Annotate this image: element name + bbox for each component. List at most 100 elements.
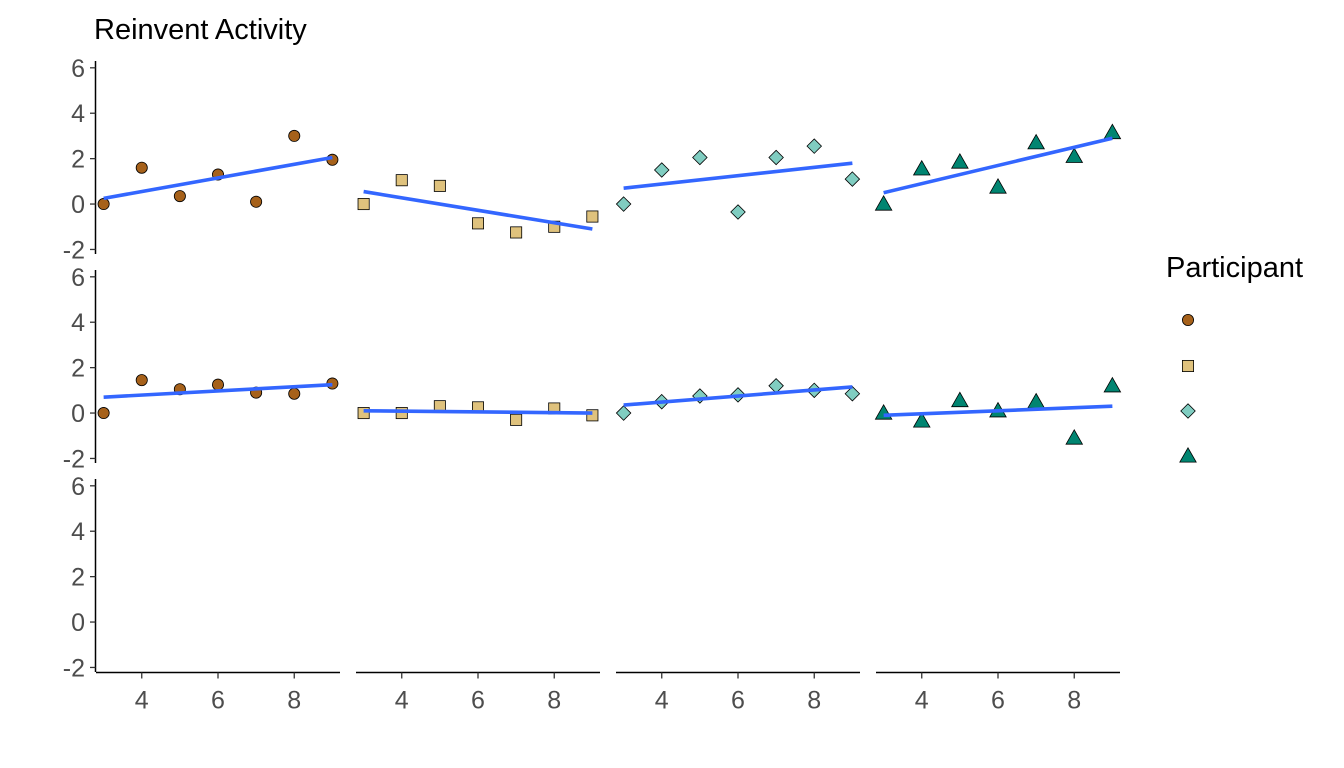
data-point	[1103, 123, 1122, 140]
y-tick-label: 6	[71, 264, 85, 292]
data-point	[173, 190, 186, 203]
fit-line	[883, 136, 1113, 195]
x-axis-col-1: 4 6 8	[96, 671, 340, 715]
data-point	[912, 159, 931, 176]
y-tick-label: -2	[63, 654, 85, 682]
data-point	[844, 385, 861, 402]
y-tick-label: -2	[63, 445, 85, 473]
x-tick-label: 4	[135, 687, 149, 715]
legend-key-1	[1182, 313, 1195, 326]
panel-r1-c3	[615, 138, 861, 220]
data-point	[97, 407, 110, 420]
fit-line	[883, 404, 1113, 418]
y-tick-label: 4	[71, 100, 85, 128]
data-point	[357, 407, 370, 420]
y-tick-label: 4	[71, 518, 85, 546]
x-tick-label: 8	[547, 687, 561, 715]
legend-key-3	[1180, 403, 1196, 419]
fit-line	[103, 155, 333, 201]
legend-diamond-icon	[1180, 403, 1196, 419]
fit-line	[623, 385, 853, 407]
y-tick-label: -2	[63, 236, 85, 264]
panel-r2-c1	[97, 374, 339, 420]
legend-key-4	[1179, 446, 1197, 463]
y-axis-row-3: -2 0 2 4 6	[63, 473, 97, 682]
x-axis-col-2: 4 6 8	[356, 671, 600, 715]
data-point	[730, 204, 746, 220]
y-tick-label: 6	[71, 473, 85, 501]
data-point	[615, 405, 632, 421]
data-point	[1065, 147, 1084, 163]
x-tick-label: 6	[471, 687, 485, 715]
data-point	[250, 195, 263, 208]
data-point	[1027, 133, 1046, 150]
legend: Participant	[1166, 252, 1303, 463]
x-tick-label: 4	[915, 687, 929, 715]
x-tick-label: 6	[731, 687, 745, 715]
data-point	[135, 374, 148, 387]
data-point	[395, 407, 408, 420]
x-tick-label: 6	[991, 687, 1005, 715]
data-point	[950, 391, 969, 408]
y-tick-label: 2	[71, 146, 85, 174]
data-point	[288, 387, 301, 400]
data-point	[288, 129, 301, 142]
panel-r2-c2	[357, 400, 599, 426]
y-axis-row-1: -2 0 2 4 6	[63, 55, 97, 264]
y-tick-label: 0	[71, 400, 85, 428]
data-point	[653, 162, 670, 178]
x-tick-label: 4	[395, 687, 409, 715]
panel-r1-c2	[357, 174, 599, 239]
data-point	[97, 198, 110, 211]
data-point	[510, 226, 523, 239]
panel-r1-c4	[874, 123, 1122, 211]
legend-key-2	[1182, 359, 1195, 372]
data-point	[950, 153, 969, 169]
data-point	[874, 404, 893, 420]
data-point	[586, 409, 599, 422]
data-point	[874, 195, 893, 211]
fit-line	[623, 161, 853, 190]
data-point	[768, 149, 784, 166]
data-point	[135, 161, 148, 174]
data-point	[357, 198, 370, 211]
data-point	[471, 217, 484, 230]
data-point	[586, 210, 599, 223]
y-tick-label: 2	[71, 355, 85, 383]
legend-title: Participant	[1166, 252, 1303, 284]
data-point	[1065, 429, 1084, 445]
y-tick-label: 4	[71, 309, 85, 337]
legend-circle-icon	[1182, 313, 1195, 326]
data-point	[433, 179, 446, 192]
data-point	[806, 138, 823, 154]
x-tick-label: 8	[1067, 687, 1081, 715]
chart-title: Reinvent Activity	[94, 14, 307, 46]
x-tick-label: 4	[655, 687, 669, 715]
y-axis-row-2: -2 0 2 4 6	[63, 264, 97, 473]
data-point	[510, 413, 523, 426]
data-point	[1027, 392, 1046, 409]
data-point	[1103, 376, 1122, 393]
x-tick-label: 6	[211, 687, 225, 715]
panel-r2-c3	[615, 378, 861, 421]
x-axis-col-3: 4 6 8	[616, 671, 860, 715]
data-point	[211, 378, 224, 391]
panel-r2-c4	[874, 376, 1122, 445]
x-tick-label: 8	[287, 687, 301, 715]
fit-line	[363, 189, 593, 231]
legend-triangle-icon	[1179, 446, 1197, 463]
fit-line	[363, 408, 593, 415]
data-point	[989, 178, 1007, 194]
y-tick-label: 6	[71, 55, 85, 83]
data-point	[912, 411, 931, 428]
legend-square-icon	[1182, 359, 1195, 372]
x-tick-label: 8	[807, 687, 821, 715]
data-point	[692, 149, 708, 166]
data-point	[615, 196, 632, 212]
fit-line	[103, 382, 333, 399]
data-point	[844, 171, 861, 187]
y-tick-label: 0	[71, 609, 85, 637]
panel-r1-c1	[97, 129, 339, 211]
